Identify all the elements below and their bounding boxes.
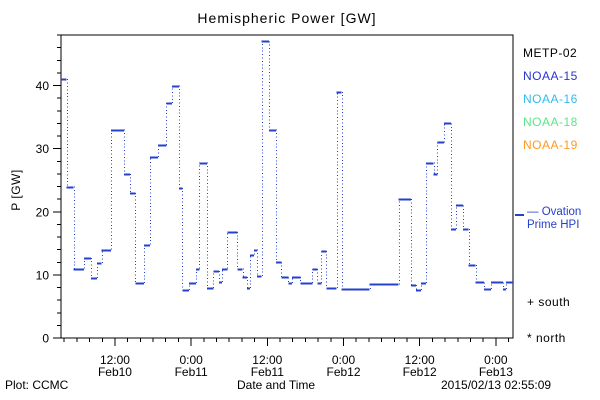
- x-tick-date-label: Feb11: [251, 365, 284, 379]
- legend-item-noaa15: NOAA-15: [523, 69, 578, 83]
- x-tick-time-label: 12:00: [252, 353, 282, 367]
- axis-box: [60, 34, 514, 339]
- ovation-legend-line1: — Ovation: [527, 206, 582, 218]
- x-tick-date-label: Feb13: [479, 365, 513, 379]
- x-tick-time-label: 12:00: [405, 353, 435, 367]
- y-tick-label: 40: [36, 79, 50, 93]
- hpi-step-connectors: [67, 41, 507, 290]
- x-tick-date-label: Feb12: [326, 365, 360, 379]
- legend-item-metp02: METP-02: [523, 46, 578, 60]
- x-axis-label: Date and Time: [237, 378, 316, 392]
- chart-title: Hemispheric Power [GW]: [197, 10, 377, 26]
- y-tick-label: 10: [36, 268, 50, 282]
- legend-item-noaa18: NOAA-18: [523, 115, 578, 129]
- ovation-legend-label: — Ovation Prime HPI: [527, 206, 581, 232]
- legend-item-noaa19: NOAA-19: [523, 138, 578, 152]
- south-marker-label: + south: [527, 295, 571, 309]
- y-tick-label: 30: [36, 142, 50, 156]
- x-tick-time-label: 0:00: [332, 353, 356, 367]
- x-tick-time-label: 12:00: [100, 353, 130, 367]
- plot-timestamp: 2015/02/13 02:55:09: [441, 378, 552, 392]
- y-tick-label: 0: [42, 332, 49, 346]
- plot-source-label: Plot: CCMC: [5, 378, 69, 392]
- legend-item-noaa16: NOAA-16: [523, 92, 578, 106]
- x-tick-time-label: 0:00: [484, 353, 508, 367]
- x-tick-time-label: 0:00: [179, 353, 203, 367]
- x-tick-date-label: Feb11: [175, 365, 208, 379]
- y-tick-label: 20: [36, 205, 50, 219]
- satellite-legend: METP-02 NOAA-15 NOAA-16 NOAA-18 NOAA-19: [523, 46, 578, 161]
- north-marker-label: * north: [527, 331, 566, 345]
- hpi-step-line: [61, 40, 513, 292]
- x-tick-date-label: Feb12: [403, 365, 437, 379]
- x-tick-date-label: Feb10: [98, 365, 132, 379]
- ovation-line-marker: [515, 214, 524, 216]
- ovation-legend-line2: Prime HPI: [527, 219, 580, 231]
